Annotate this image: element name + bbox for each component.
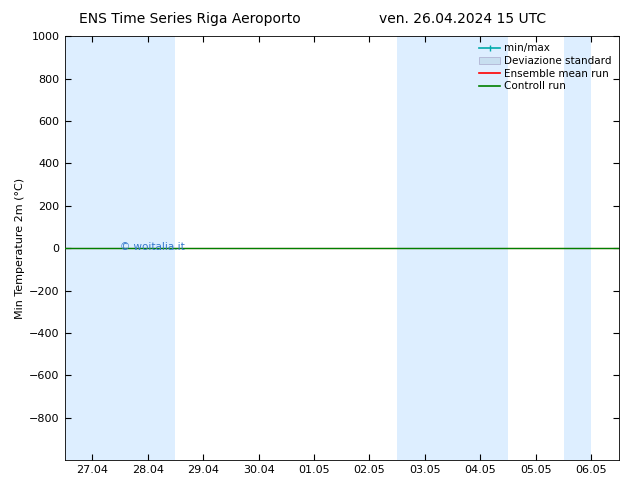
Bar bbox=[65, 36, 120, 460]
Text: ven. 26.04.2024 15 UTC: ven. 26.04.2024 15 UTC bbox=[379, 12, 547, 26]
Bar bbox=[398, 36, 453, 460]
Bar bbox=[453, 36, 508, 460]
Text: ENS Time Series Riga Aeroporto: ENS Time Series Riga Aeroporto bbox=[79, 12, 301, 26]
Y-axis label: Min Temperature 2m (°C): Min Temperature 2m (°C) bbox=[15, 177, 25, 318]
Bar bbox=[120, 36, 176, 460]
Bar bbox=[564, 36, 592, 460]
Text: © woitalia.it: © woitalia.it bbox=[120, 242, 184, 252]
Legend: min/max, Deviazione standard, Ensemble mean run, Controll run: min/max, Deviazione standard, Ensemble m… bbox=[477, 41, 614, 93]
